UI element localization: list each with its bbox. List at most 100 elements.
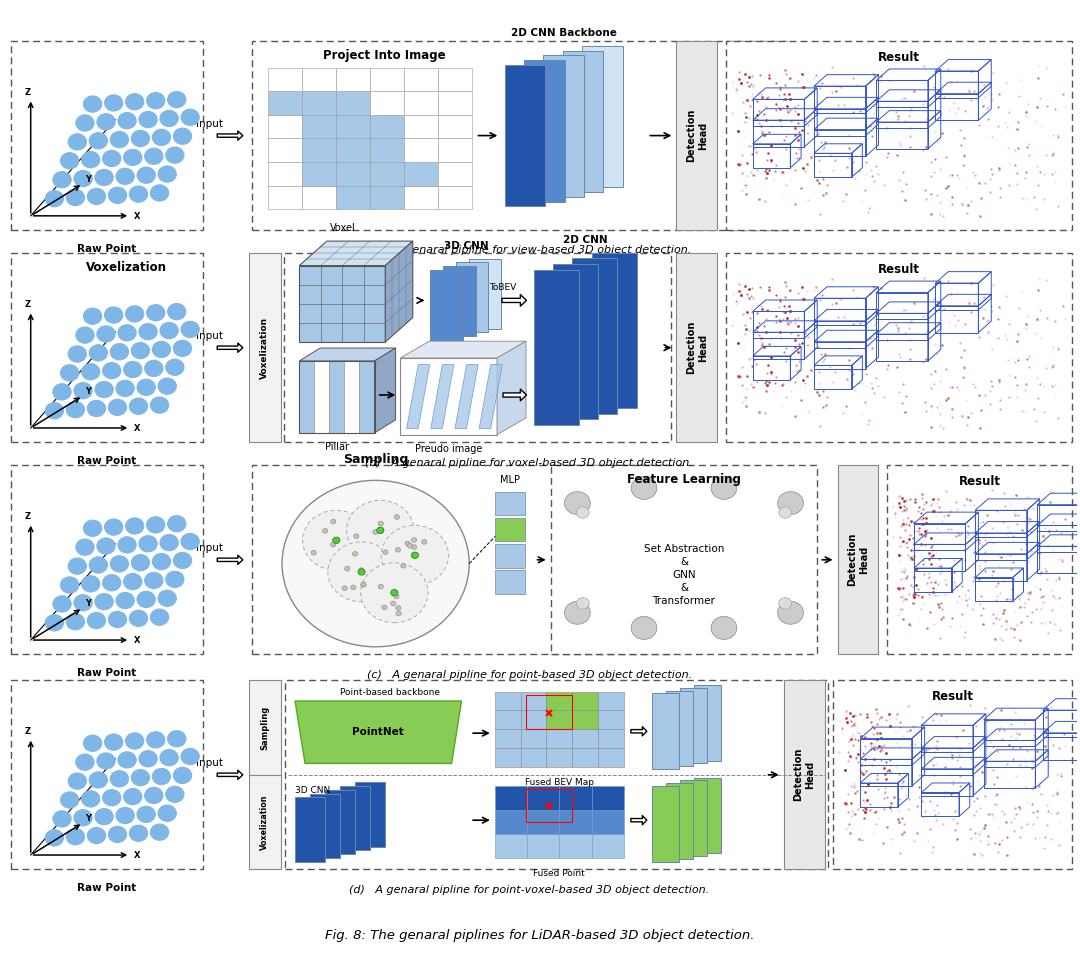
FancyBboxPatch shape [340,786,370,850]
Circle shape [132,554,149,571]
FancyArrowPatch shape [503,389,526,401]
FancyBboxPatch shape [572,259,618,413]
Circle shape [391,589,397,596]
FancyBboxPatch shape [726,41,1071,231]
FancyBboxPatch shape [438,67,472,91]
Circle shape [139,324,158,340]
Circle shape [145,787,163,803]
Text: Detection
Head: Detection Head [794,748,815,801]
FancyBboxPatch shape [679,688,706,763]
Circle shape [82,791,99,807]
Polygon shape [299,348,395,361]
FancyBboxPatch shape [252,465,671,654]
Text: Result: Result [878,51,920,63]
Text: Set Abstraction
&
GNN
&
Transformer: Set Abstraction & GNN & Transformer [644,544,725,606]
Polygon shape [480,364,502,429]
FancyBboxPatch shape [336,115,370,138]
Circle shape [181,321,200,337]
Circle shape [330,542,336,547]
Circle shape [411,537,417,542]
Circle shape [139,751,158,767]
Text: MLP: MLP [500,475,519,485]
Circle shape [373,530,378,534]
Text: 3D CNN: 3D CNN [444,241,488,251]
Circle shape [123,788,141,804]
Circle shape [90,133,108,149]
Circle shape [45,829,64,846]
FancyBboxPatch shape [438,115,472,138]
Circle shape [95,169,113,185]
FancyBboxPatch shape [543,56,584,197]
Circle shape [53,172,71,187]
Circle shape [45,615,64,631]
FancyBboxPatch shape [336,67,370,91]
Text: Z: Z [24,512,30,521]
Circle shape [391,602,395,605]
Text: Fused Point: Fused Point [534,869,585,877]
Circle shape [158,590,176,606]
FancyBboxPatch shape [598,710,624,729]
Text: 2D CNN Backbone: 2D CNN Backbone [511,28,617,38]
FancyBboxPatch shape [495,834,527,858]
Circle shape [132,770,149,786]
Circle shape [60,792,79,808]
Text: Raw Point: Raw Point [78,668,137,678]
Circle shape [160,750,178,766]
Text: X: X [134,850,140,860]
FancyBboxPatch shape [404,115,438,138]
Circle shape [90,556,108,573]
Circle shape [353,534,359,538]
Circle shape [108,611,126,628]
Text: Y: Y [85,175,92,185]
Circle shape [411,553,418,558]
Circle shape [103,151,121,166]
FancyBboxPatch shape [370,185,404,209]
FancyBboxPatch shape [404,91,438,115]
Circle shape [97,538,116,554]
Text: Voxel: Voxel [329,224,355,234]
FancyBboxPatch shape [592,810,624,834]
Circle shape [160,323,178,338]
Circle shape [165,786,184,802]
FancyBboxPatch shape [284,253,671,442]
Circle shape [130,398,148,414]
FancyBboxPatch shape [676,253,717,442]
Circle shape [361,563,428,623]
Circle shape [118,752,136,768]
FancyBboxPatch shape [325,790,355,854]
Text: Result: Result [878,262,920,276]
Circle shape [407,544,413,548]
Circle shape [83,735,102,752]
Circle shape [68,773,86,789]
FancyArrowPatch shape [217,770,243,779]
Text: 3D CNN: 3D CNN [295,786,330,795]
Circle shape [351,585,356,590]
FancyBboxPatch shape [268,115,302,138]
Circle shape [108,399,126,415]
Circle shape [395,605,401,610]
Circle shape [108,187,126,204]
FancyBboxPatch shape [592,786,624,810]
FancyBboxPatch shape [248,775,281,870]
Circle shape [150,185,168,201]
FancyBboxPatch shape [370,115,404,138]
Polygon shape [295,701,461,763]
Circle shape [282,480,469,647]
Circle shape [145,148,163,164]
FancyBboxPatch shape [693,777,720,853]
Text: Feature Learning: Feature Learning [627,473,741,486]
Text: Result: Result [932,690,973,702]
FancyBboxPatch shape [521,710,546,729]
FancyBboxPatch shape [551,465,818,654]
FancyBboxPatch shape [360,361,375,432]
Polygon shape [497,341,526,434]
Text: Y: Y [85,815,92,824]
Circle shape [125,733,144,749]
Circle shape [103,790,121,806]
Circle shape [132,131,149,147]
FancyBboxPatch shape [887,465,1071,654]
FancyBboxPatch shape [268,91,302,115]
FancyBboxPatch shape [651,786,678,862]
Circle shape [145,360,163,377]
Text: Y: Y [85,600,92,608]
